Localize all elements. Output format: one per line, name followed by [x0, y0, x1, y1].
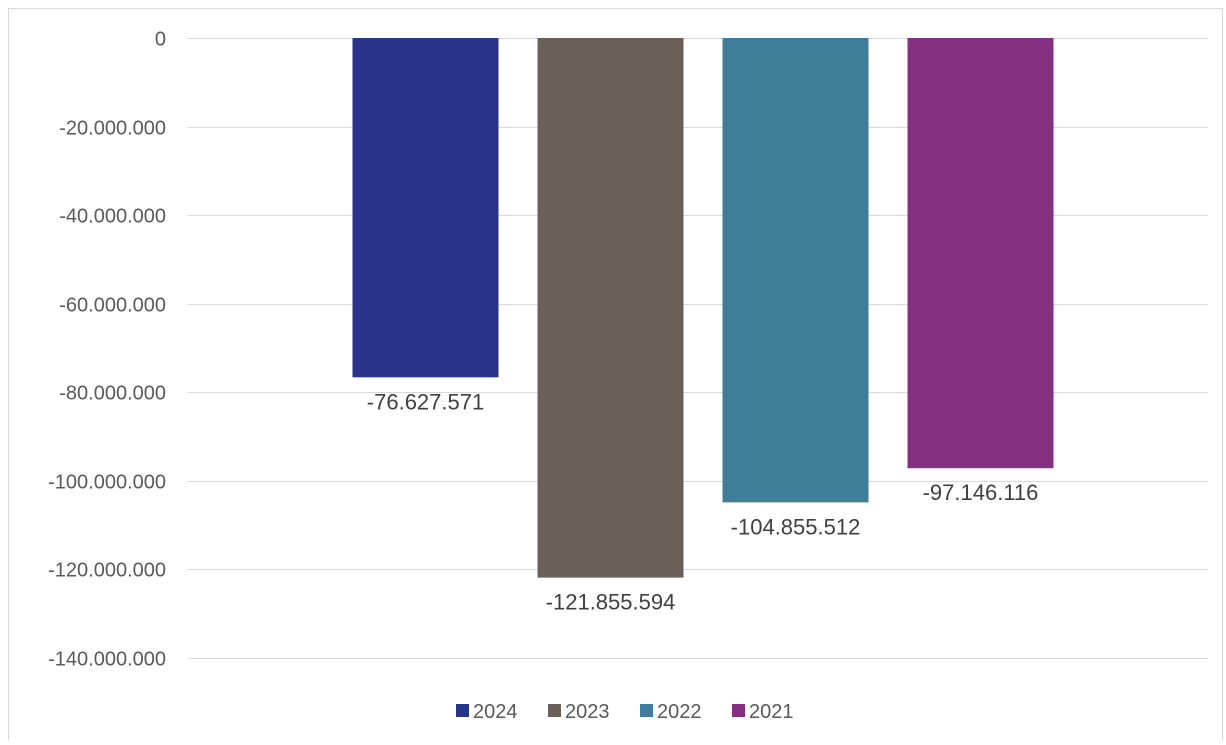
legend-swatch-2022	[640, 704, 653, 717]
bar-2023	[537, 38, 684, 578]
y-tick-label: -60.000.000	[59, 295, 166, 317]
bar-2024	[352, 38, 499, 378]
y-tick-label: -80.000.000	[59, 383, 166, 405]
legend-label-2023: 2023	[565, 701, 610, 723]
legend-label-2024: 2024	[473, 701, 518, 723]
y-tick-label: -40.000.000	[59, 206, 166, 228]
data-labels: -76.627.571 -121.855.594 -104.855.512 -97.1…	[367, 389, 1039, 614]
y-tick-label: -20.000.000	[59, 118, 166, 140]
bar-2022	[722, 38, 869, 503]
data-label-2022: -104.855.512	[731, 514, 861, 539]
legend-swatch-2021	[732, 704, 745, 717]
legend-swatch-2024	[456, 704, 469, 717]
y-tick-label: -100.000.000	[48, 472, 166, 494]
data-label-2021: -97.146.116	[923, 480, 1039, 505]
y-tick-label: 0	[155, 29, 166, 51]
y-tick-label: -140.000.000	[48, 649, 166, 671]
bars	[352, 38, 1054, 578]
legend-label-2021: 2021	[749, 701, 794, 723]
y-tick-label: -120.000.000	[48, 560, 166, 582]
legend-label-2022: 2022	[657, 701, 702, 723]
data-label-2024: -76.627.571	[367, 389, 484, 414]
legend-swatch-2023	[548, 704, 561, 717]
data-label-2023: -121.855.594	[546, 590, 676, 615]
legend: 2024 2023 2022 2021	[456, 701, 794, 723]
bar-2021	[907, 38, 1054, 469]
y-axis-tick-labels: 0 -20.000.000 -40.000.000 -60.000.000 -80.00…	[48, 29, 166, 671]
